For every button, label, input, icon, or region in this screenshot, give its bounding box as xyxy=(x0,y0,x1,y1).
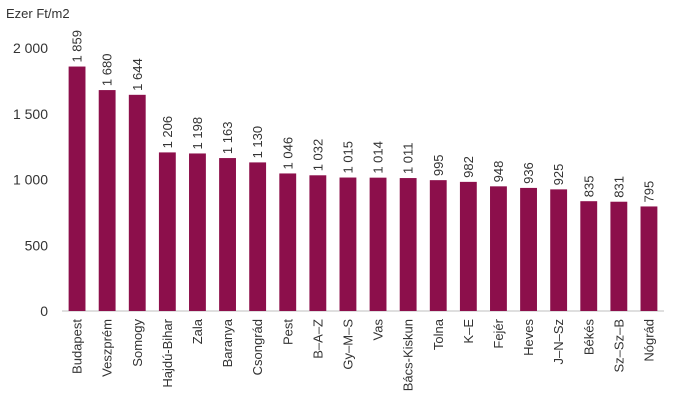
bar xyxy=(279,173,297,311)
data-label: 1 011 xyxy=(401,142,416,174)
bar xyxy=(339,177,357,311)
category-label: Fejér xyxy=(491,318,506,348)
y-tick-label: 1 000 xyxy=(13,172,48,188)
bar xyxy=(429,180,447,311)
category-label: Baranya xyxy=(220,318,235,367)
data-label: 1 680 xyxy=(100,54,115,87)
bar xyxy=(550,189,568,311)
y-tick-labels: 0 500 1 000 1 500 2 000 xyxy=(13,40,48,319)
bar xyxy=(128,94,146,312)
bar xyxy=(158,152,176,311)
bar xyxy=(369,177,387,311)
category-label: Nógrád xyxy=(641,319,656,362)
data-label: 1 644 xyxy=(130,58,145,91)
category-label: Pest xyxy=(280,319,295,345)
category-label: Békés xyxy=(581,319,596,356)
data-label: 982 xyxy=(461,156,476,178)
category-label: Gy–M–S xyxy=(340,319,355,370)
data-label: 995 xyxy=(431,154,446,176)
category-label: Zala xyxy=(190,318,205,344)
data-label: 1 046 xyxy=(280,137,295,170)
category-label: Heves xyxy=(521,319,536,356)
category-label: Sz–Sz–B xyxy=(611,319,626,372)
data-label: 831 xyxy=(611,176,626,198)
y-tick-label: 500 xyxy=(25,237,49,253)
bar xyxy=(520,187,537,311)
data-label: 1 014 xyxy=(371,141,386,174)
bar xyxy=(490,186,507,311)
category-label: K–E xyxy=(461,319,476,344)
data-label: 1 015 xyxy=(340,141,355,174)
category-label: Tolna xyxy=(431,318,446,350)
category-label: J–N–Sz xyxy=(551,319,566,365)
value-labels: 1 859 1 680 1 644 1 206 1 198 1 163 1 130 1 046… xyxy=(70,30,657,202)
data-label: 925 xyxy=(551,164,566,186)
data-label: 936 xyxy=(521,162,536,184)
bar xyxy=(68,66,86,311)
category-label: Veszprém xyxy=(100,319,115,377)
category-label: Bács-Kiskun xyxy=(401,319,416,391)
category-labels: Budapest Veszprém Somogy Hajdú-Bihar Zala Bar… xyxy=(70,318,657,391)
bar xyxy=(219,158,236,311)
data-label: 1 130 xyxy=(250,126,265,159)
bar xyxy=(640,206,658,311)
y-tick-label: 2 000 xyxy=(13,40,48,56)
bar xyxy=(580,201,598,311)
y-axis-label: Ezer Ft/m2 xyxy=(6,6,70,21)
data-label: 1 198 xyxy=(190,117,205,150)
data-label: 1 859 xyxy=(70,30,85,63)
bar xyxy=(249,162,267,311)
category-label: Vas xyxy=(371,319,386,341)
category-label: Hajdú-Bihar xyxy=(160,318,175,387)
category-label: Somogy xyxy=(130,319,145,367)
data-label: 835 xyxy=(581,175,596,197)
data-label: 795 xyxy=(641,181,656,203)
bar xyxy=(459,181,477,311)
y-tick-label: 1 500 xyxy=(13,106,48,122)
data-label: 948 xyxy=(491,161,506,183)
y-tick-label: 0 xyxy=(40,303,48,319)
bar xyxy=(189,153,206,311)
bar xyxy=(610,201,628,311)
category-label: Budapest xyxy=(70,319,85,374)
bar xyxy=(399,178,417,311)
data-label: 1 163 xyxy=(220,122,235,155)
category-label: B–A–Z xyxy=(310,319,325,359)
bar xyxy=(98,90,116,311)
data-label: 1 206 xyxy=(160,116,175,149)
bars xyxy=(68,66,658,312)
category-label: Csongrád xyxy=(250,319,265,375)
data-label: 1 032 xyxy=(310,139,325,172)
bar xyxy=(309,175,327,311)
